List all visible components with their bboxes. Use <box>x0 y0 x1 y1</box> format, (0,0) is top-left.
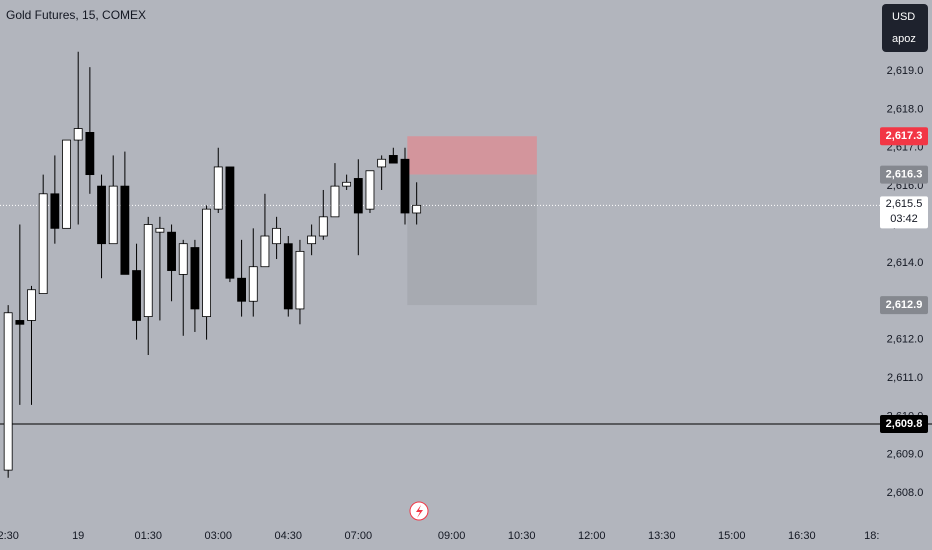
y-tick-label: 2,611.0 <box>887 372 923 384</box>
x-tick-label: 15:00 <box>718 530 746 542</box>
y-tick-label: 2,608.0 <box>887 487 924 499</box>
candle-body <box>295 250 305 310</box>
y-tick-label: 2,618.0 <box>887 103 924 115</box>
x-tick-label: 04:30 <box>275 530 303 542</box>
candle-body <box>62 139 71 229</box>
x-tick-label: 12:00 <box>578 530 606 542</box>
position-zone <box>407 136 537 175</box>
candle-body <box>213 166 223 210</box>
candle-body <box>330 185 340 218</box>
candle-body <box>27 289 36 321</box>
price-label-bg <box>880 165 928 184</box>
y-tick-label: 2,612.0 <box>887 334 924 346</box>
x-tick-label: 13:30 <box>648 530 676 542</box>
price-label: 2,609.8 <box>886 418 923 430</box>
candle-body <box>38 193 48 294</box>
x-tick-label: 07:00 <box>345 530 373 542</box>
currency[interactable]: USD <box>892 11 915 23</box>
price-label-bg <box>880 296 928 315</box>
candle-body <box>132 270 141 321</box>
candle-body <box>178 243 188 275</box>
candle-body <box>307 235 317 245</box>
position-zone <box>407 174 537 306</box>
candle-body <box>318 216 328 237</box>
candle-body <box>353 178 363 214</box>
candle-body <box>342 181 352 187</box>
plot <box>0 51 932 478</box>
candle-body <box>120 185 130 275</box>
candle-body <box>97 185 106 245</box>
candle-body <box>272 227 282 245</box>
x-tick-label: 18: <box>864 530 879 542</box>
candle-body <box>388 155 398 164</box>
price-label-bg <box>880 127 928 146</box>
candle-body <box>225 166 235 279</box>
candle-body <box>3 312 13 471</box>
candle-body <box>377 158 387 168</box>
candle-body <box>155 227 165 233</box>
replay-icon[interactable] <box>409 501 429 521</box>
y-tick-label: 2,609.0 <box>887 449 924 461</box>
candle-body <box>167 231 176 271</box>
x-tick-label: 01:30 <box>134 530 162 542</box>
icon-bolt <box>416 505 423 518</box>
x-tick-label: 19 <box>72 530 84 542</box>
candle-body <box>190 247 200 310</box>
candle-body <box>73 128 83 141</box>
candle-body <box>400 158 410 214</box>
last-price-label: 2,615.5 <box>886 198 923 210</box>
x-tick-label: 2:30 <box>0 530 19 542</box>
candle-body <box>143 224 153 318</box>
account-box[interactable]: USD apoz <box>882 4 928 52</box>
candle-body <box>15 320 25 325</box>
price-label: 2,616.3 <box>886 169 923 181</box>
candle-body <box>365 170 375 210</box>
candle-body <box>202 208 211 318</box>
last-price-bg <box>880 196 928 229</box>
x-tick-label: 03:00 <box>204 530 232 542</box>
y-tick-label: 2,614.0 <box>887 257 924 269</box>
candle-body <box>248 266 258 302</box>
user[interactable]: apoz <box>892 33 916 45</box>
y-tick-label: 2,619.0 <box>887 65 924 77</box>
account-box-bg <box>882 4 928 52</box>
x-tick-label: 10:30 <box>508 530 536 542</box>
candle-body <box>50 193 60 229</box>
candle-body <box>283 243 293 310</box>
candle-body <box>237 277 246 302</box>
price-label: 2,617.3 <box>886 130 923 142</box>
price-label-bg <box>880 415 928 434</box>
candle-body <box>260 235 270 268</box>
countdown: 03:42 <box>890 213 918 225</box>
candle-body <box>85 131 95 176</box>
candle-body <box>108 185 118 245</box>
candle-body <box>412 204 422 214</box>
chart-title: Gold Futures, 15, COMEX <box>6 8 146 22</box>
x-tick-label: 16:30 <box>788 530 816 542</box>
x-tick-label: 09:00 <box>438 530 466 542</box>
price-label: 2,612.9 <box>886 299 923 311</box>
